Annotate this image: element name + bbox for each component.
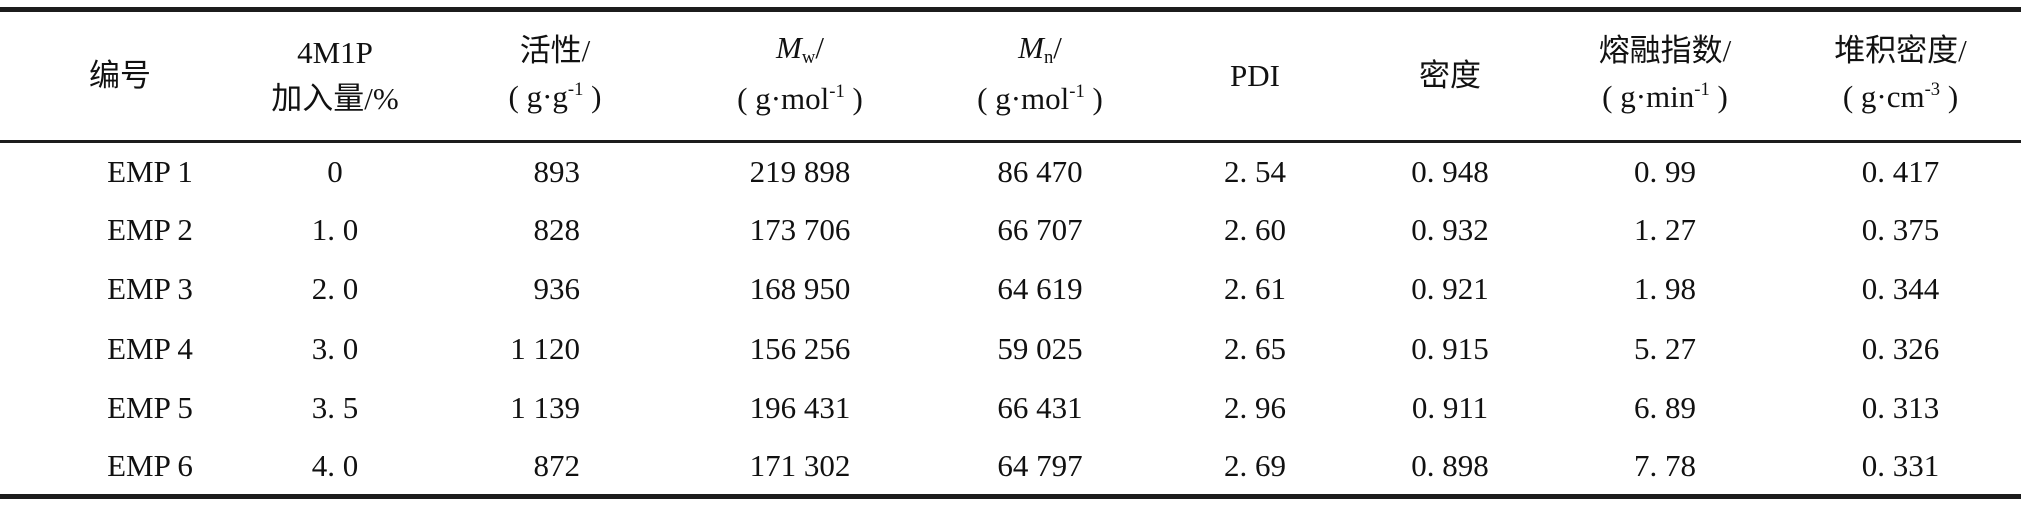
cell-melt-index: 1. 27 [1634, 212, 1696, 248]
cell-melt-index: 7. 78 [1634, 447, 1696, 483]
cell-bulk-density: 0. 417 [1861, 153, 1940, 189]
header-unit-melt-index: ( g·min-1 ) [1602, 78, 1728, 114]
cell-sample-id: EMP 2 [107, 212, 193, 248]
header-cell-density: 密度 [1350, 9, 1550, 143]
polymer-properties-table: 编号 4M1P 加入量/% 活性/ ( g·g-1 ) Mw/ ( g·mol-… [0, 7, 2021, 499]
cell-activity: 1 120 [510, 330, 580, 366]
cell-density: 0. 921 [1411, 271, 1489, 307]
cell-density: 0. 898 [1411, 447, 1489, 483]
header-row: 编号 4M1P 加入量/% 活性/ ( g·g-1 ) Mw/ ( g·mol-… [0, 9, 2021, 143]
subscript: n [1043, 47, 1054, 69]
cell-bulk-density: 0. 326 [1861, 330, 1940, 366]
cell-pdi: 2. 61 [1224, 271, 1286, 307]
table-row-emp6: EMP 6 4. 0 872 171 302 64 797 2. 69 0. 8… [0, 437, 2021, 496]
cell-mw: 168 950 [749, 271, 851, 307]
cell-sample-id: EMP 4 [107, 330, 193, 366]
cell-mw: 156 256 [749, 330, 851, 366]
header-label-melt-index: 熔融指数/ [1598, 32, 1732, 68]
cell-4m1p-amount: 0 [327, 153, 343, 189]
header-unit-mw: ( g·mol-1 ) [737, 81, 863, 116]
cell-mn: 66 431 [997, 389, 1083, 425]
cell-4m1p-amount: 3. 0 [311, 330, 359, 366]
header-unit-bulk-density: ( g·cm-3 ) [1842, 78, 1959, 114]
cell-sample-id: EMP 6 [107, 447, 193, 483]
cell-activity: 936 [533, 271, 581, 307]
header-cell-4m1p-amount: 4M1P 加入量/% [240, 9, 430, 143]
header-label-4m1p-amount: 加入量/% [271, 81, 399, 116]
cell-bulk-density: 0. 331 [1861, 447, 1940, 483]
cell-density: 0. 915 [1411, 330, 1489, 366]
table-row-emp4: EMP 4 3. 0 1 120 156 256 59 025 2. 65 0.… [0, 319, 2021, 378]
cell-mn: 59 025 [997, 330, 1083, 366]
table-header: 编号 4M1P 加入量/% 活性/ ( g·g-1 ) Mw/ ( g·mol-… [0, 9, 2021, 143]
cell-4m1p-amount: 3. 5 [311, 389, 359, 425]
cell-activity: 893 [533, 153, 581, 189]
superscript: -1 [1069, 81, 1085, 103]
cell-activity: 828 [533, 212, 581, 248]
header-label-id: 编号 [89, 58, 151, 93]
cell-melt-index: 6. 89 [1634, 389, 1696, 425]
cell-mw: 196 431 [749, 389, 851, 425]
cell-sample-id: EMP 1 [107, 153, 193, 189]
cell-bulk-density: 0. 375 [1861, 212, 1940, 248]
header-label-pdi: PDI [1230, 58, 1280, 93]
cell-bulk-density: 0. 313 [1861, 389, 1940, 425]
subscript: w [801, 47, 816, 69]
cell-activity: 872 [533, 447, 581, 483]
cell-4m1p-amount: 1. 0 [311, 212, 359, 248]
cell-4m1p-amount: 4. 0 [311, 447, 359, 483]
cell-pdi: 2. 96 [1224, 389, 1286, 425]
cell-activity: 1 139 [510, 389, 580, 425]
cell-sample-id: EMP 5 [107, 389, 193, 425]
cell-mn: 86 470 [997, 153, 1083, 189]
header-cell-activity: 活性/ ( g·g-1 ) [430, 9, 680, 143]
header-cell-mw: Mw/ ( g·mol-1 ) [680, 9, 920, 143]
header-cell-id: 编号 [0, 9, 240, 143]
superscript: -1 [567, 78, 584, 100]
header-label-bulk-density: 堆积密度/ [1834, 32, 1967, 68]
cell-4m1p-amount: 2. 0 [311, 271, 359, 307]
header-cell-mn: Mn/ ( g·mol-1 ) [920, 9, 1160, 143]
cell-melt-index: 1. 98 [1634, 271, 1696, 307]
header-unit-mn: ( g·mol-1 ) [977, 81, 1103, 116]
cell-mw: 173 706 [749, 212, 851, 248]
cell-mw: 171 302 [749, 447, 851, 483]
header-label-4m1p: 4M1P [297, 35, 373, 70]
table-row-emp2: EMP 2 1. 0 828 173 706 66 707 2. 60 0. 9… [0, 201, 2021, 260]
cell-melt-index: 5. 27 [1634, 330, 1696, 366]
header-label-mw: Mw/ [776, 30, 824, 69]
superscript: -3 [1924, 78, 1941, 100]
cell-density: 0. 911 [1411, 389, 1489, 425]
header-cell-melt-index: 熔融指数/ ( g·min-1 ) [1550, 9, 1780, 143]
cell-mn: 64 797 [997, 447, 1083, 483]
header-label-mn: Mn/ [1018, 30, 1062, 69]
cell-mn: 64 619 [997, 271, 1083, 307]
cell-melt-index: 0. 99 [1634, 153, 1696, 189]
cell-sample-id: EMP 3 [107, 271, 193, 307]
cell-mw: 219 898 [749, 153, 851, 189]
header-cell-bulk-density: 堆积密度/ ( g·cm-3 ) [1780, 9, 2021, 143]
header-cell-pdi: PDI [1160, 9, 1350, 143]
cell-pdi: 2. 65 [1224, 330, 1286, 366]
superscript: -1 [1694, 78, 1710, 100]
cell-pdi: 2. 54 [1224, 153, 1286, 189]
header-label-activity: 活性/ [519, 32, 591, 68]
header-unit-activity: ( g·g-1 ) [508, 78, 602, 114]
superscript: -1 [829, 81, 845, 103]
cell-density: 0. 948 [1411, 153, 1489, 189]
cell-pdi: 2. 60 [1224, 212, 1286, 248]
cell-mn: 66 707 [997, 212, 1083, 248]
table-row-emp1: EMP 1 0 893 219 898 86 470 2. 54 0. 948 … [0, 142, 2021, 201]
table-body: EMP 1 0 893 219 898 86 470 2. 54 0. 948 … [0, 142, 2021, 497]
cell-pdi: 2. 69 [1224, 447, 1286, 483]
cell-density: 0. 932 [1411, 212, 1489, 248]
table-row-emp5: EMP 5 3. 5 1 139 196 431 66 431 2. 96 0.… [0, 378, 2021, 437]
table-row-emp3: EMP 3 2. 0 936 168 950 64 619 2. 61 0. 9… [0, 260, 2021, 319]
header-label-density: 密度 [1419, 58, 1481, 93]
cell-bulk-density: 0. 344 [1861, 271, 1940, 307]
